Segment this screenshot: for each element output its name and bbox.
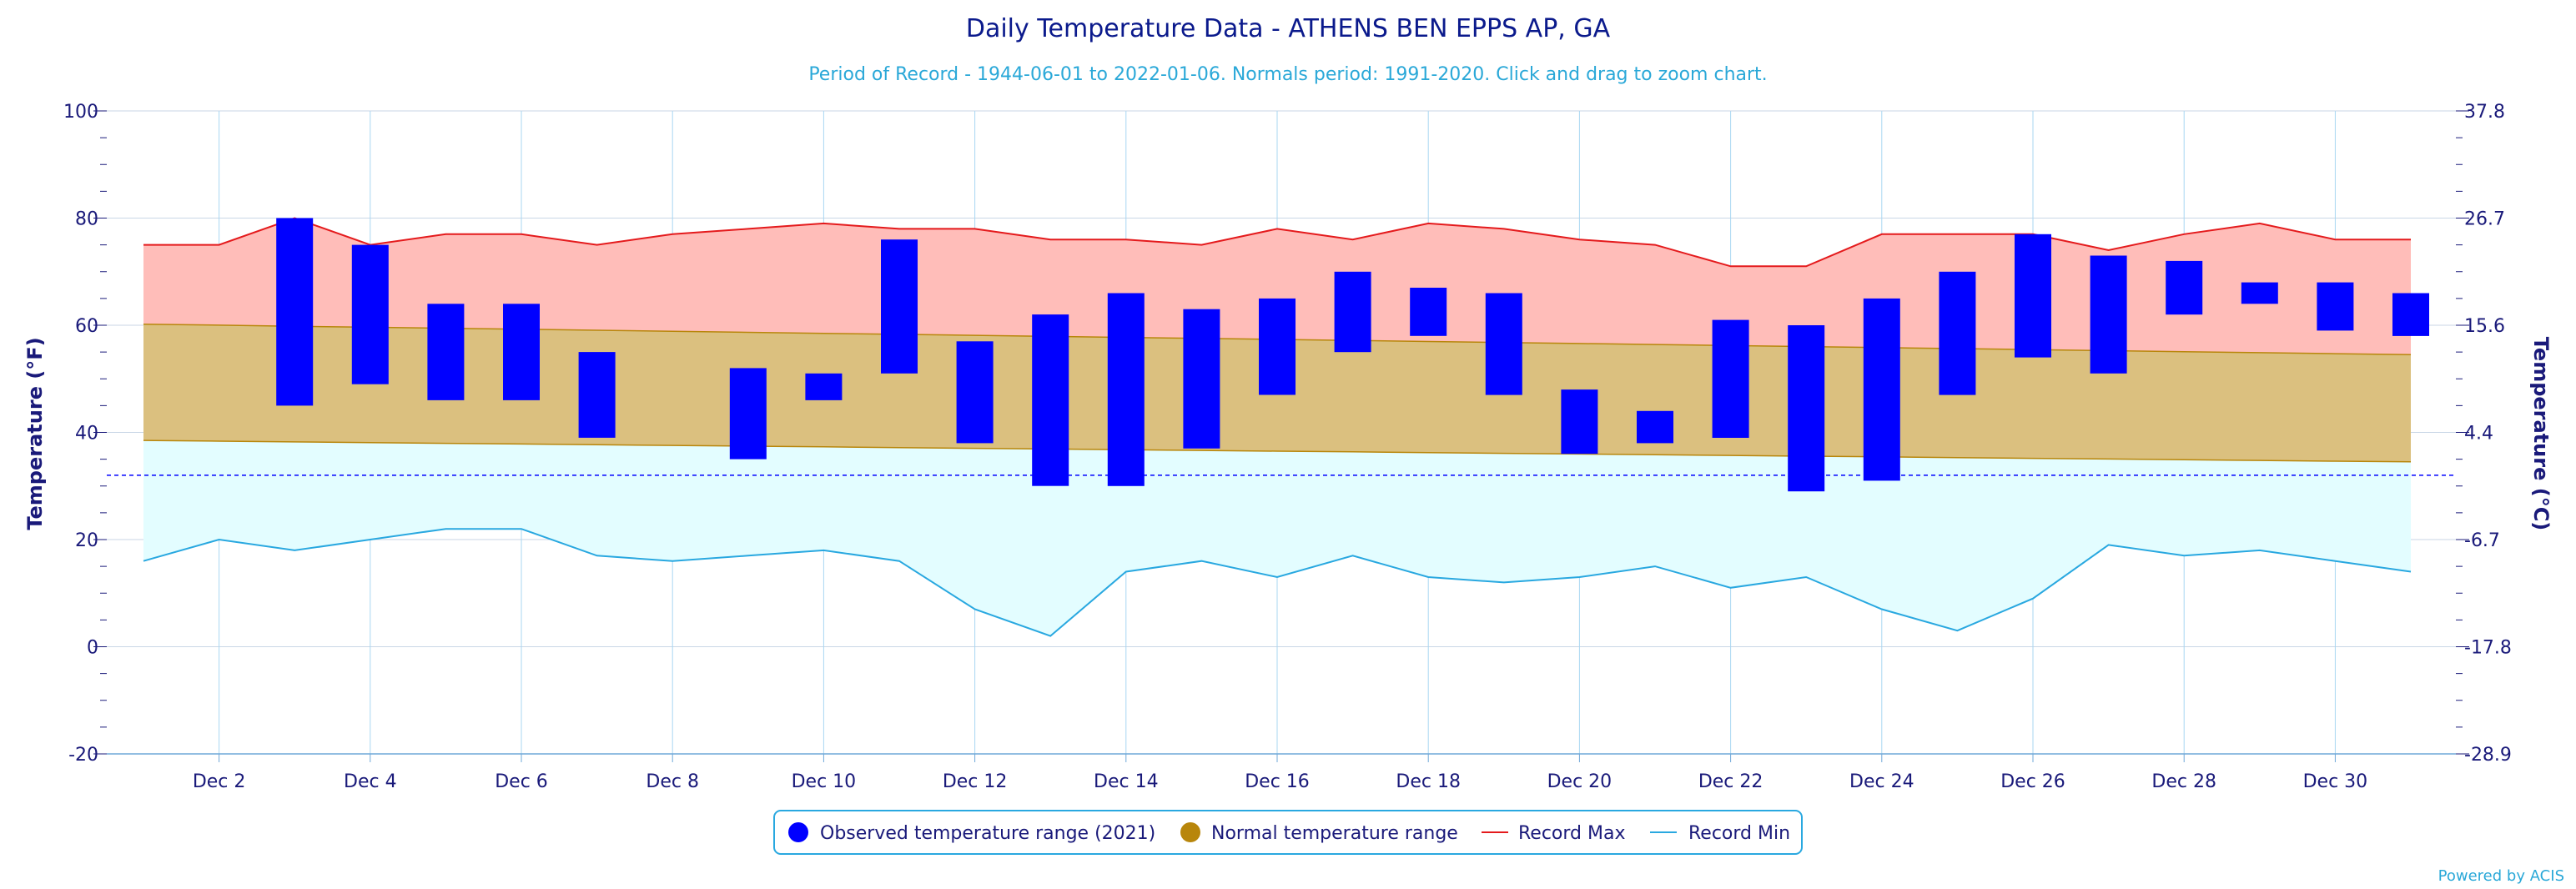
observed-bar[interactable]: [1032, 314, 1069, 486]
normal-low-line: [143, 439, 2412, 463]
x-tick-label: Dec 26: [2000, 771, 2065, 792]
legend-item-observed[interactable]: Observed temperature range (2021): [788, 822, 1155, 844]
x-tick-label: Dec 12: [943, 771, 1008, 792]
x-tick-label: Dec 24: [1849, 771, 1914, 792]
legend-normal-label: Normal temperature range: [1211, 823, 1458, 844]
y-tick-label: 100: [63, 102, 98, 123]
y-tick-label-right: 37.8: [2464, 102, 2505, 123]
x-tick-label: Dec 22: [1698, 771, 1763, 792]
observed-bar[interactable]: [503, 304, 540, 400]
y-tick-label-right: -28.9: [2464, 745, 2512, 766]
legend-observed-marker: [788, 822, 808, 842]
legend-box: [773, 810, 1803, 855]
observed-bar[interactable]: [1107, 293, 1145, 486]
x-tick-label: Dec 10: [792, 771, 857, 792]
legend: Observed temperature range (2021) Normal…: [773, 810, 1803, 855]
y-tick-label: 80: [75, 209, 98, 230]
legend-record-max-label: Record Max: [1518, 823, 1626, 844]
legend-normal-marker: [1180, 822, 1200, 842]
observed-bar[interactable]: [2015, 234, 2051, 358]
x-tick-label: Dec 20: [1547, 771, 1613, 792]
observed-bar[interactable]: [2317, 282, 2354, 331]
x-tick-label: Dec 6: [495, 771, 548, 792]
y-tick-label-right: -6.7: [2464, 530, 2500, 551]
legend-item-record-max[interactable]: Record Max: [1482, 823, 1626, 844]
x-tick-label: Dec 8: [646, 771, 699, 792]
record-min-line: [143, 528, 2412, 637]
record-min-band: [143, 440, 2411, 636]
y-tick-label: -20: [68, 745, 98, 766]
y-axis-title-right: Temperature (°C): [2529, 337, 2553, 531]
observed-bar[interactable]: [1259, 298, 1296, 395]
observed-bar[interactable]: [1561, 389, 1598, 455]
observed-bar[interactable]: [1939, 271, 1976, 395]
observed-bar[interactable]: [578, 352, 616, 438]
observed-bar[interactable]: [1863, 298, 1900, 481]
observed-bar[interactable]: [1637, 410, 1673, 444]
observed-bar[interactable]: [1183, 309, 1220, 449]
observed-bar[interactable]: [729, 368, 767, 460]
legend-record-min-label: Record Min: [1688, 823, 1790, 844]
y-tick-label-right: 4.4: [2464, 424, 2493, 444]
x-tick-label: Dec 4: [344, 771, 397, 792]
y-tick-label-right: -17.8: [2464, 638, 2512, 659]
observed-bar[interactable]: [2392, 293, 2429, 336]
x-tick-label: Dec 14: [1094, 771, 1159, 792]
legend-observed-label: Observed temperature range (2021): [820, 823, 1155, 844]
y-tick-label: 60: [75, 316, 98, 337]
plot-area[interactable]: -20 -28.9 0 -17.8 20 -6.7 40 4.4 60 15.6 80 26.7 100…: [63, 102, 2512, 792]
credit-link[interactable]: Powered by ACIS: [2438, 867, 2564, 885]
observed-bar[interactable]: [276, 218, 314, 406]
observed-bar[interactable]: [881, 239, 918, 374]
observed-bar[interactable]: [427, 304, 465, 400]
observed-bar[interactable]: [351, 244, 389, 384]
x-tick-label: Dec 18: [1396, 771, 1461, 792]
observed-bar[interactable]: [2241, 282, 2278, 304]
x-tick-label: Dec 2: [193, 771, 246, 792]
observed-bar[interactable]: [1410, 288, 1447, 336]
observed-bar[interactable]: [2090, 255, 2127, 374]
observed-bar[interactable]: [1485, 293, 1522, 395]
observed-bar[interactable]: [1788, 325, 1825, 492]
chart-subtitle: Period of Record - 1944-06-01 to 2022-01…: [808, 64, 1767, 85]
observed-bar[interactable]: [1334, 271, 1371, 353]
y-tick-label-right: 15.6: [2464, 316, 2505, 337]
observed-bar[interactable]: [1712, 319, 1749, 438]
legend-item-record-min[interactable]: Record Min: [1650, 823, 1790, 844]
observed-bar[interactable]: [956, 341, 994, 444]
chart-title: Daily Temperature Data - ATHENS BEN EPPS…: [966, 14, 1611, 43]
y-tick-label: 40: [75, 424, 98, 444]
x-tick-label: Dec 28: [2151, 771, 2216, 792]
legend-item-normal[interactable]: Normal temperature range: [1180, 822, 1458, 844]
x-tick-label: Dec 30: [2303, 771, 2368, 792]
observed-bar[interactable]: [2166, 260, 2203, 315]
x-tick-label: Dec 16: [1245, 771, 1310, 792]
y-tick-label: 20: [75, 530, 98, 551]
record-max-band: [143, 218, 2411, 355]
y-axis-title-left: Temperature (°F): [23, 337, 47, 530]
y-tick-label: 0: [87, 638, 98, 659]
observed-bar[interactable]: [805, 373, 843, 400]
y-tick-label-right: 26.7: [2464, 209, 2505, 230]
